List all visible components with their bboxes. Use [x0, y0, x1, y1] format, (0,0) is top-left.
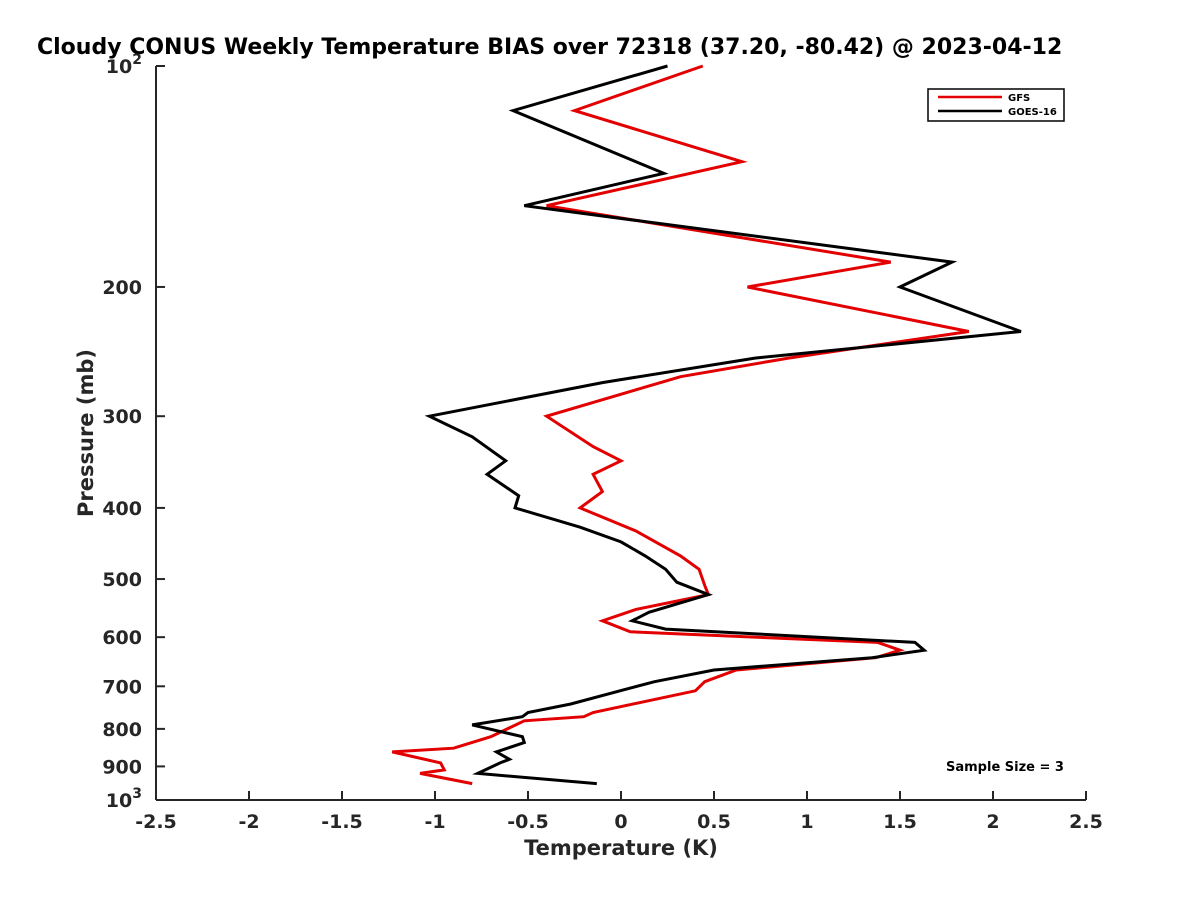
y-tick-label: 700 — [102, 676, 142, 698]
sample-size-annotation: Sample Size = 3 — [946, 760, 1064, 775]
x-axis-label: Temperature (K) — [524, 836, 718, 860]
x-tick-label: -2.5 — [135, 811, 177, 833]
y-tick-label: 103 — [106, 786, 142, 812]
x-tick-label: 0 — [614, 811, 627, 833]
legend-box — [927, 88, 1065, 122]
series-line-goes16 — [424, 64, 1022, 786]
y-tick-label: 600 — [102, 627, 142, 649]
x-ticks: -2.5 -2 -1.5 -1 -0.5 0 0.5 1 1.5 2 2.5 — [135, 791, 1103, 833]
x-tick-label: 1 — [800, 811, 813, 833]
x-tick-label: -0.5 — [507, 811, 549, 833]
legend-label-goes16: GOES-16 — [1008, 107, 1057, 118]
x-tick-label: 2.5 — [1069, 811, 1103, 833]
y-tick-label: 900 — [102, 756, 142, 778]
x-tick-label: 2 — [986, 811, 999, 833]
y-tick-label: 400 — [102, 498, 142, 520]
y-tick-label: 500 — [102, 569, 142, 591]
x-tick-label: 1.5 — [883, 811, 917, 833]
x-tick-label: -1 — [424, 811, 445, 833]
y-tick-label: 200 — [102, 277, 142, 299]
y-tick-label: 102 — [106, 52, 142, 78]
chart-title: Cloudy CONUS Weekly Temperature BIAS ove… — [37, 35, 1062, 60]
y-axis-label: Pressure (mb) — [74, 349, 98, 517]
y-tick-label: 300 — [102, 406, 142, 428]
x-tick-label: -1.5 — [321, 811, 363, 833]
y-ticks: 102 200 300 400 500 600 700 800 900 103 — [102, 52, 165, 812]
legend: GFS GOES-16 — [927, 88, 1065, 122]
series-layer — [391, 64, 1022, 786]
legend-label-gfs: GFS — [1008, 93, 1030, 104]
x-tick-label: 0.5 — [697, 811, 731, 833]
x-tick-label: -2 — [238, 811, 259, 833]
y-tick-label: 800 — [102, 719, 142, 741]
